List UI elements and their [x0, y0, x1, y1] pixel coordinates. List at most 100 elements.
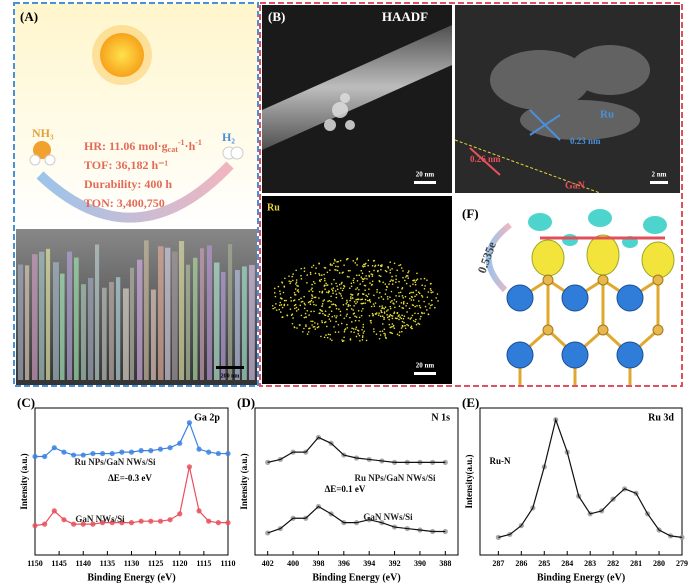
map-dot	[356, 264, 358, 266]
map-dot	[367, 259, 370, 262]
map-dot	[316, 323, 319, 325]
map-dot	[286, 304, 289, 306]
x-tick-label: 398	[312, 559, 324, 568]
plot-frame	[254, 407, 459, 556]
scale-bar	[216, 366, 244, 369]
map-dot	[338, 292, 341, 294]
map-dot	[312, 264, 315, 267]
map-dot	[409, 285, 412, 287]
map-dot	[415, 279, 418, 282]
map-dot	[401, 295, 404, 297]
series-label: GaN NWs/Si	[363, 512, 413, 522]
map-dot	[326, 325, 328, 328]
map-dot	[400, 302, 403, 304]
map-dot	[329, 269, 331, 271]
map-dot	[350, 308, 353, 310]
map-dot	[380, 309, 382, 312]
map-dot	[404, 327, 407, 330]
map-dot	[389, 313, 392, 316]
panel-label: (F)	[462, 206, 479, 221]
map-dot	[367, 293, 370, 295]
map-dot	[368, 288, 370, 290]
map-dot	[362, 326, 365, 328]
map-dot	[290, 300, 292, 302]
nanowire	[46, 248, 51, 380]
nanowire	[25, 265, 30, 380]
map-dot	[417, 322, 419, 325]
map-dot	[370, 305, 373, 308]
map-dot	[346, 299, 348, 302]
nh3-label: NH₃	[32, 126, 54, 140]
map-dot	[336, 261, 338, 263]
map-dot	[385, 288, 388, 291]
map-dot	[300, 274, 302, 277]
map-dot	[357, 330, 360, 332]
map-dot	[345, 302, 348, 305]
chart-title: Ga 2p	[194, 412, 220, 423]
map-dot	[354, 319, 357, 322]
x-tick-label: 286	[515, 559, 527, 568]
map-dot	[271, 304, 274, 307]
map-dot	[386, 313, 388, 316]
map-dot	[334, 260, 336, 262]
map-dot	[382, 298, 385, 301]
map-dot	[311, 297, 313, 300]
map-dot	[313, 303, 315, 306]
map-dot	[360, 314, 363, 317]
map-dot	[356, 280, 359, 282]
map-dot	[333, 262, 335, 265]
map-dot	[395, 317, 398, 320]
map-dot	[360, 276, 363, 278]
map-dot	[312, 301, 314, 303]
map-dot	[361, 335, 364, 337]
map-dot	[281, 281, 283, 284]
map-dot	[312, 326, 315, 328]
map-dot	[350, 296, 352, 298]
map-dot	[322, 312, 324, 315]
map-dot	[410, 291, 412, 294]
map-dot	[328, 299, 331, 302]
map-dot	[423, 300, 425, 303]
map-dot	[305, 316, 307, 318]
ru-map	[262, 196, 452, 384]
map-dot	[405, 276, 407, 278]
map-dot	[341, 340, 344, 343]
x-tick-label: 388	[439, 559, 451, 568]
map-dot	[358, 288, 360, 291]
map-dot	[303, 307, 306, 310]
map-dot	[351, 297, 354, 299]
map-dot	[410, 299, 413, 301]
map-dot	[356, 258, 358, 261]
map-dot	[353, 304, 355, 307]
nanowire	[242, 266, 247, 380]
map-dot	[406, 323, 408, 326]
map-dot	[414, 320, 417, 323]
map-dot	[311, 290, 314, 293]
map-dot	[392, 325, 394, 328]
map-dot	[315, 304, 317, 306]
map-dot	[324, 310, 327, 312]
panel-label: (E)	[462, 395, 479, 410]
map-dot	[395, 281, 397, 284]
map-dot	[393, 303, 395, 305]
map-dot	[395, 295, 397, 297]
map-dot	[353, 312, 356, 315]
series-label: Ru NPs/GaN NWs/Si	[74, 457, 156, 467]
map-dot	[379, 334, 382, 336]
x-tick-label: 283	[584, 559, 596, 568]
map-dot	[393, 327, 396, 329]
map-dot	[331, 264, 333, 266]
map-dot	[346, 301, 348, 304]
map-dot	[418, 304, 421, 307]
map-dot	[358, 274, 361, 277]
x-tick-label: 1115	[196, 559, 211, 568]
y-axis-label: Intensity (a.u.)	[19, 453, 29, 509]
map-dot	[378, 280, 381, 283]
y-axis-label: Intensity (a.u.)	[239, 453, 249, 509]
map-dot	[350, 293, 352, 296]
map-dot	[331, 289, 334, 292]
map-dot	[405, 282, 408, 285]
map-dot	[389, 269, 392, 271]
map-dot	[328, 290, 331, 293]
map-dot	[390, 290, 393, 293]
